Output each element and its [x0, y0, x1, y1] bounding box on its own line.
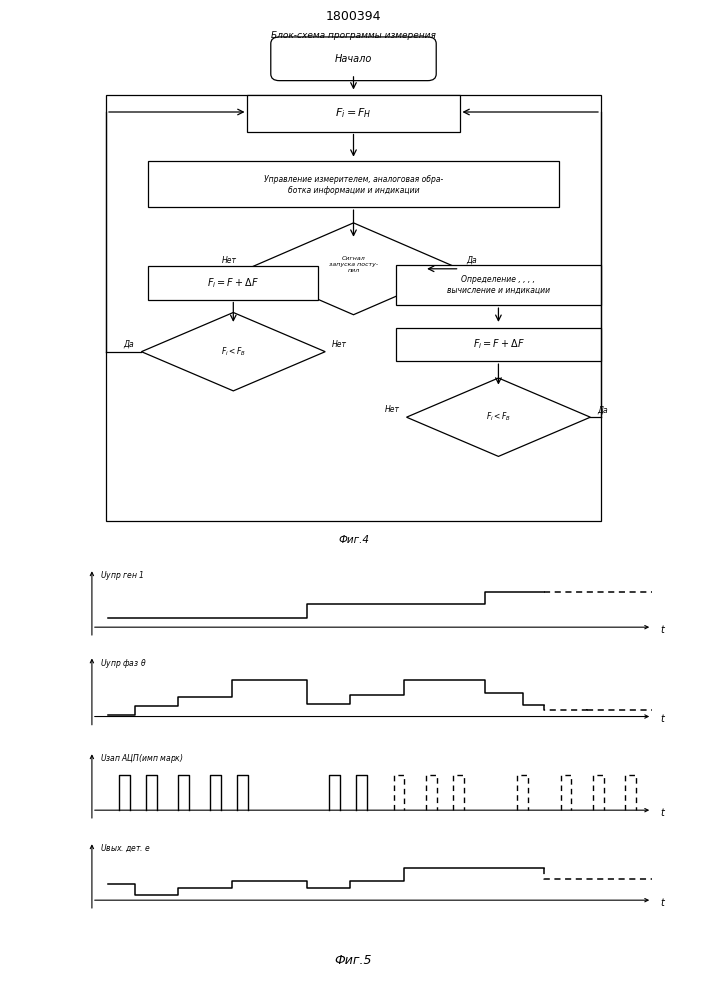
Text: $F_i = F + \Delta F$: $F_i = F + \Delta F$: [472, 338, 525, 351]
Polygon shape: [247, 223, 460, 315]
FancyBboxPatch shape: [271, 37, 436, 81]
Text: Фиг.4: Фиг.4: [338, 535, 369, 545]
Text: Нет: Нет: [222, 256, 237, 265]
Text: Нет: Нет: [332, 340, 347, 349]
Text: $F_i = F_H$: $F_i = F_H$: [335, 106, 372, 120]
Text: Сигнал
запуска посту-
пил: Сигнал запуска посту- пил: [329, 256, 378, 273]
Text: Да: Да: [597, 405, 608, 414]
Text: $t$: $t$: [660, 896, 666, 908]
Text: Да: Да: [467, 256, 477, 265]
Bar: [247, 95, 460, 132]
Text: $U$вых. дет. е: $U$вых. дет. е: [100, 842, 151, 854]
Polygon shape: [407, 378, 590, 456]
Text: $U$упр фаз θ: $U$упр фаз θ: [100, 657, 146, 670]
Text: $t$: $t$: [660, 623, 666, 635]
Bar: [148, 266, 318, 300]
Bar: [396, 328, 601, 361]
Text: вычисление и индикации: вычисление и индикации: [447, 286, 550, 295]
Text: Начало: Начало: [335, 54, 372, 64]
Text: Управление измерителем, аналоговая обра-: Управление измерителем, аналоговая обра-: [264, 175, 443, 184]
Text: $U$упр ген 1: $U$упр ген 1: [100, 569, 144, 582]
Text: Да: Да: [124, 340, 134, 349]
Text: $F_i = F + \Delta F$: $F_i = F + \Delta F$: [207, 276, 259, 290]
Text: $F_i < F_B$: $F_i < F_B$: [486, 411, 511, 423]
Bar: [396, 265, 601, 305]
Text: $U$зап АЦП(имп марк): $U$зап АЦП(имп марк): [100, 752, 184, 765]
Bar: [148, 161, 559, 207]
Text: $t$: $t$: [660, 806, 666, 818]
Text: Блок-схема программы измерения: Блок-схема программы измерения: [271, 31, 436, 40]
Text: Нет: Нет: [385, 405, 399, 414]
Bar: [106, 95, 601, 521]
Text: Определение , , , ,: Определение , , , ,: [462, 275, 535, 284]
Text: $t$: $t$: [660, 712, 666, 724]
Text: 1800394: 1800394: [326, 10, 381, 23]
Text: $F_i < F_B$: $F_i < F_B$: [221, 345, 246, 358]
Polygon shape: [141, 312, 325, 391]
Text: ботка информации и индикации: ботка информации и индикации: [288, 186, 419, 195]
Text: Фиг.5: Фиг.5: [334, 954, 373, 966]
